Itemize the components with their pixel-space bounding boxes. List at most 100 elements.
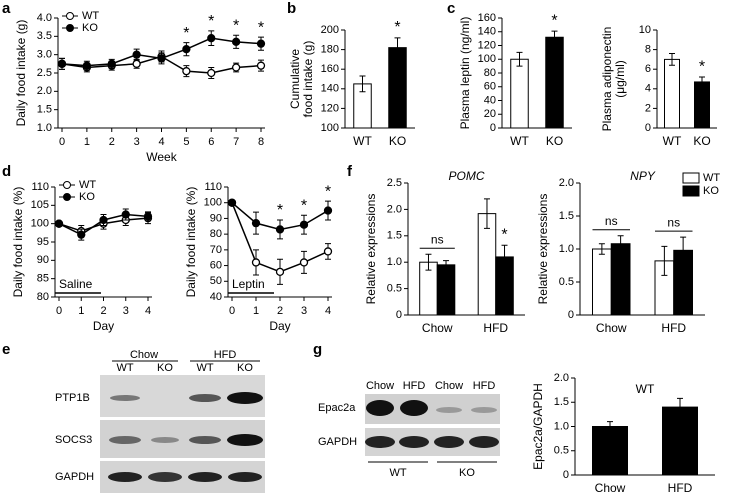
x-tick-label: WT bbox=[663, 134, 682, 148]
annotation: * bbox=[699, 58, 705, 75]
y-tick-label: 4 bbox=[645, 83, 651, 95]
y-tick-label: 50 bbox=[210, 275, 222, 287]
x-tick-label: 8 bbox=[258, 136, 264, 148]
annotation: * bbox=[501, 227, 507, 244]
bar bbox=[592, 248, 612, 316]
y-tick-label: 80 bbox=[210, 228, 222, 240]
y-axis-label: Relative expressions bbox=[364, 194, 378, 305]
annotation: ns bbox=[431, 232, 444, 246]
axis bbox=[57, 18, 265, 129]
point bbox=[57, 59, 67, 68]
lane-label: WT bbox=[116, 362, 133, 374]
y-tick-label: 95 bbox=[37, 236, 49, 248]
error-bar bbox=[359, 75, 366, 93]
y-tick-label: 1.0 bbox=[554, 420, 569, 432]
annotation: ns bbox=[605, 214, 618, 228]
x-tick-label: 0 bbox=[229, 305, 235, 317]
y-tick-label: 2.0 bbox=[554, 372, 569, 384]
x-tick-label: WT bbox=[353, 134, 372, 148]
point bbox=[299, 258, 309, 267]
bar bbox=[592, 426, 628, 476]
y-tick-label: 40 bbox=[210, 291, 222, 303]
y-tick-label: 10 bbox=[639, 24, 651, 36]
y-tick-label: 0.5 bbox=[559, 276, 574, 288]
y-tick-label: 100 bbox=[204, 197, 222, 209]
lane-label: HFD bbox=[473, 380, 496, 392]
x-tick-label: 5 bbox=[183, 136, 189, 148]
bar bbox=[610, 243, 631, 316]
y-tick-label: 160 bbox=[478, 12, 496, 24]
error-bar bbox=[617, 235, 624, 253]
y-axis-label: Epac2a/GAPDH bbox=[531, 383, 545, 470]
y-tick-label: 1.0 bbox=[37, 122, 52, 134]
x-tick-label: KO bbox=[546, 134, 563, 148]
lane-label: WT bbox=[196, 362, 213, 374]
error-bar bbox=[425, 253, 432, 271]
point bbox=[132, 59, 141, 68]
x-tick-label: 3 bbox=[134, 136, 140, 148]
x-tick-label: WT bbox=[510, 134, 529, 148]
point bbox=[231, 63, 241, 72]
y-tick-label: 140 bbox=[478, 26, 496, 38]
point bbox=[256, 39, 266, 48]
y-tick-label: 0.5 bbox=[554, 445, 569, 457]
legend-label: WT bbox=[82, 10, 99, 22]
panel-label: g bbox=[313, 341, 322, 358]
y-axis-label: Plasma leptin (ng/ml) bbox=[458, 17, 472, 130]
lane-label: HFD bbox=[403, 380, 426, 392]
legend-label: KO bbox=[703, 185, 719, 197]
error-bar bbox=[661, 245, 668, 276]
row-label: SOCS3 bbox=[55, 434, 92, 446]
y-tick-label: 0 bbox=[396, 309, 402, 321]
error-bar bbox=[669, 53, 675, 66]
y-tick-label: 100 bbox=[31, 218, 49, 230]
y-tick-label: 2.5 bbox=[37, 67, 52, 79]
x-tick-label: 6 bbox=[208, 136, 214, 148]
y-tick-label: 0 bbox=[645, 122, 651, 134]
point bbox=[132, 50, 141, 59]
y-tick-label: 2.0 bbox=[387, 203, 402, 215]
y-tick-label: 90 bbox=[37, 254, 49, 266]
error-bar bbox=[699, 76, 705, 88]
y-tick-label: 40 bbox=[484, 94, 496, 106]
blot-e: Chow HFD WT KO WT KO PTP1B SOCS3 GAPDH bbox=[55, 349, 265, 493]
y-tick-label: 60 bbox=[210, 259, 222, 271]
row-label: GAPDH bbox=[318, 436, 357, 448]
legend-label: KO bbox=[82, 22, 98, 34]
chart-title: POMC bbox=[449, 169, 485, 183]
y-tick-label: 2.0 bbox=[37, 85, 52, 97]
bar bbox=[664, 58, 680, 129]
point bbox=[99, 215, 108, 225]
point bbox=[323, 247, 333, 256]
y-tick-label: 105 bbox=[31, 199, 49, 211]
legend-marker bbox=[66, 24, 74, 32]
x-tick-label: 4 bbox=[158, 136, 164, 148]
annotation: * bbox=[277, 202, 283, 219]
y-tick-label: 180 bbox=[321, 44, 339, 56]
annotation: * bbox=[394, 19, 400, 36]
point bbox=[207, 68, 216, 78]
y-tick-label: 120 bbox=[321, 102, 339, 114]
x-axis-label: Day bbox=[93, 319, 114, 333]
point bbox=[77, 230, 86, 239]
x-axis-label: Week bbox=[146, 150, 177, 164]
point bbox=[256, 61, 266, 70]
panel-label: e bbox=[2, 341, 10, 358]
inset-label: Saline bbox=[59, 277, 93, 291]
y-tick-label: 2.5 bbox=[387, 177, 402, 189]
panel-label: d bbox=[2, 163, 11, 180]
x-tick-label: 2 bbox=[109, 136, 115, 148]
y-tick-label: 0 bbox=[568, 309, 574, 321]
x-tick-label: 0 bbox=[56, 305, 62, 317]
annotation: * bbox=[183, 25, 189, 42]
y-tick-label: 20 bbox=[484, 108, 496, 120]
y-tick-label: 3.5 bbox=[37, 30, 52, 42]
error-bar bbox=[677, 397, 683, 417]
bar bbox=[436, 264, 456, 316]
point bbox=[182, 67, 191, 76]
x-tick-label: 4 bbox=[325, 305, 331, 317]
point bbox=[227, 198, 237, 207]
annotation: * bbox=[233, 17, 239, 34]
x-tick-label: 7 bbox=[233, 136, 239, 148]
point bbox=[207, 34, 216, 43]
